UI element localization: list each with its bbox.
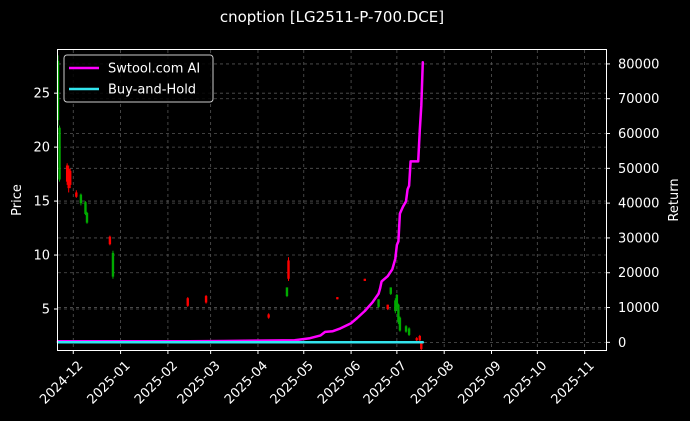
candle-body (65, 165, 69, 182)
candle-body (407, 328, 411, 335)
candle-body (386, 304, 389, 309)
candle-body (394, 300, 397, 312)
y2-tick-label: 30000 (618, 231, 659, 246)
y2-tick-label: 40000 (618, 197, 659, 212)
candle-body (395, 294, 399, 307)
candle-body (389, 287, 392, 294)
plot-frame (57, 49, 607, 351)
candle-body (85, 212, 89, 223)
candle-body (186, 298, 189, 306)
y2-tick-label: 50000 (618, 162, 659, 177)
chart-title: cnoption [LG2511-P-700.DCE] (220, 8, 444, 26)
y-axis-left: 5 10 15 20 25 (33, 87, 58, 317)
y2-tick-label: 70000 (618, 92, 659, 107)
candle-body (108, 236, 112, 245)
candle-body (398, 317, 402, 331)
legend-label-strategy: Swtool.com AI (108, 62, 200, 77)
y2-tick-label: 20000 (618, 266, 659, 281)
candle-body (285, 287, 289, 297)
candle-body (204, 296, 208, 303)
y-tick-label: 15 (33, 195, 50, 210)
y-tick-label: 25 (33, 87, 50, 102)
candle-body (75, 192, 78, 197)
candle-body (397, 304, 400, 322)
legend-label-buyhold: Buy-and-Hold (108, 83, 196, 98)
series-lines (56, 60, 425, 344)
strategy-return-line (56, 60, 425, 343)
candle-body (111, 252, 115, 277)
y-tick-label: 10 (33, 249, 50, 264)
candle-body (363, 278, 367, 281)
candle-body (69, 170, 72, 185)
candle-body (336, 297, 339, 300)
candle-body (404, 326, 408, 332)
candle-body (267, 314, 270, 318)
candle-body (84, 202, 87, 215)
candle-body (418, 335, 421, 341)
legend-box (63, 54, 214, 103)
y2-tick-label: 10000 (618, 301, 659, 316)
y2-tick-label: 80000 (618, 57, 659, 72)
y2-tick-label: 60000 (618, 127, 659, 142)
y-tick-label: 20 (33, 141, 50, 156)
candle-body (377, 299, 380, 307)
candle-body (415, 338, 418, 341)
candle-body (420, 343, 423, 349)
candle-body (58, 127, 61, 180)
y-axis-right: 0 10000 20000 30000 40000 50000 60000 70000 8000… (606, 57, 659, 351)
y-axis-title: Price (10, 184, 25, 216)
y2-axis-title: Return (667, 178, 682, 221)
candle-body (287, 260, 290, 279)
y-tick-label: 5 (42, 302, 50, 317)
candle-body (67, 168, 70, 189)
legend: Swtool.com AI Buy-and-Hold (63, 54, 214, 103)
y2-tick-label: 0 (618, 336, 626, 351)
candle-body (79, 194, 83, 204)
